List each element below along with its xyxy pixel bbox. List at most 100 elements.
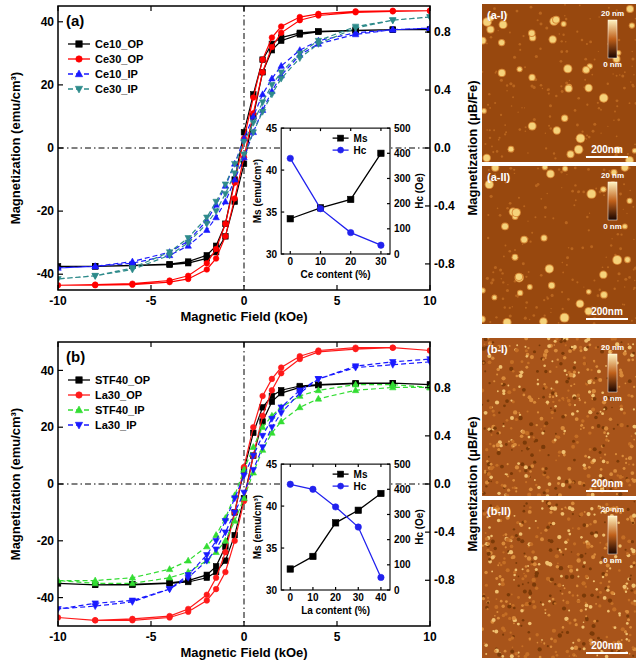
afm-grain (583, 464, 586, 467)
data-group (287, 481, 384, 581)
legend-label: Ce10_OP (95, 38, 143, 50)
afm-grain (529, 506, 532, 509)
afm-grain (482, 545, 484, 547)
afm-grain (508, 617, 511, 620)
y-tick (58, 211, 63, 212)
afm-grain (633, 561, 636, 564)
afm-grain (632, 655, 634, 657)
y2-tick-label: 100 (394, 559, 411, 570)
afm-grain (543, 425, 545, 427)
afm-grain (532, 600, 535, 603)
afm-grain (496, 150, 499, 153)
afm-grain (492, 271, 494, 273)
afm-grain (509, 603, 511, 605)
y-tick-label: 40 (41, 15, 55, 29)
afm-grain (633, 239, 634, 240)
afm-grain (522, 568, 524, 570)
inset: 010203040303540450100200300400500La cont… (252, 459, 426, 616)
afm-particle (518, 67, 522, 71)
x-tick (429, 6, 430, 11)
y2-tick (387, 539, 390, 540)
afm-grain (521, 360, 524, 363)
afm-grain (632, 646, 635, 649)
data-point (353, 10, 359, 16)
x-tick-label: 10 (423, 294, 437, 308)
data-point (223, 221, 229, 227)
series-line (58, 30, 430, 267)
afm-grain (567, 298, 570, 301)
afm-grain (535, 571, 539, 575)
y2-tick (387, 253, 390, 254)
afm-grain (628, 484, 631, 487)
afm-grain (499, 444, 502, 447)
afm-particle-rim (599, 271, 607, 279)
x-tick-label: -10 (49, 294, 67, 308)
afm-grain (542, 603, 544, 605)
afm-grain (528, 395, 532, 399)
afm-grain (485, 584, 488, 587)
afm-grain (583, 427, 585, 429)
afm-grain (577, 394, 580, 397)
afm-grain (555, 459, 557, 461)
afm-grain (482, 360, 486, 364)
x-tick (150, 342, 151, 347)
afm-grain (501, 376, 505, 380)
afm-grain (574, 109, 577, 112)
data-point (232, 177, 238, 183)
afm-grain (495, 400, 499, 404)
afm-background (482, 4, 636, 162)
afm-grain (572, 440, 575, 443)
afm-grain (564, 617, 568, 621)
afm-grain (558, 633, 562, 637)
data-point (378, 150, 384, 156)
afm-grain (557, 583, 561, 587)
afm-grain (526, 355, 529, 358)
afm-grain (509, 202, 512, 205)
afm-grain (522, 510, 525, 513)
afm-grain (632, 425, 636, 429)
data-point (332, 504, 338, 510)
afm-grain (512, 479, 515, 482)
afm-particle (575, 146, 582, 153)
afm-grain (575, 623, 578, 626)
afm-grain (632, 85, 635, 88)
y2-tick (387, 514, 390, 515)
data-point (310, 553, 316, 559)
y-tick (58, 540, 63, 541)
afm-grain (631, 478, 633, 480)
data-group (58, 8, 430, 288)
data-point (316, 29, 322, 35)
afm-particle (625, 257, 630, 262)
afm-particle-rim (600, 291, 608, 299)
afm-grain (576, 31, 578, 33)
afm-grain (594, 534, 598, 538)
series-line (58, 28, 430, 268)
afm-particle-rim (622, 223, 628, 229)
legend-marker (76, 41, 82, 47)
afm-grain (509, 82, 512, 85)
afm-grain (579, 349, 582, 352)
afm-grain (517, 585, 520, 588)
data-point (204, 598, 210, 604)
afm-particle-rim (562, 166, 568, 172)
afm-grain (589, 343, 592, 346)
afm-grain (630, 444, 634, 448)
afm-grain (557, 476, 561, 480)
afm-grain (555, 380, 558, 383)
afm-particle (553, 17, 559, 23)
afm-grain (504, 533, 507, 536)
data-point (297, 404, 303, 410)
afm-grain (535, 439, 538, 442)
afm-texts: 20 nm0 nm(a-I)200nm (487, 9, 624, 155)
afm-grain (617, 424, 619, 426)
y-tick (281, 464, 284, 465)
afm-grain (529, 487, 533, 491)
data-point (223, 549, 229, 555)
colorbar-bottom-label: 0 nm (603, 60, 622, 69)
plot-frame (281, 128, 390, 254)
afm-grain (578, 648, 581, 651)
afm-grain (571, 445, 575, 449)
afm-grain (617, 118, 620, 121)
afm-grain (605, 365, 607, 367)
afm-grain (634, 590, 636, 594)
